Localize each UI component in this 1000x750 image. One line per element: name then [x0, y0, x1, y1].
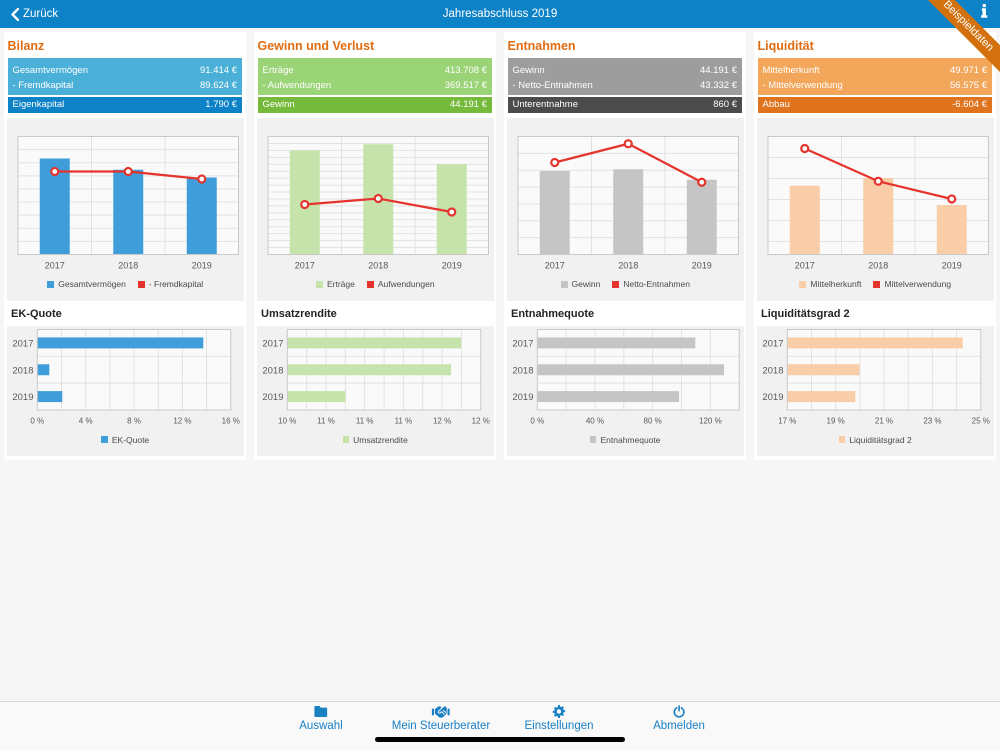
- svg-text:2019: 2019: [691, 260, 711, 270]
- svg-text:2017: 2017: [44, 260, 64, 270]
- svg-text:2019: 2019: [941, 260, 961, 270]
- svg-text:2017: 2017: [12, 338, 33, 349]
- svg-text:19 %: 19 %: [826, 417, 844, 426]
- svg-text:2019: 2019: [762, 392, 783, 403]
- svg-text:2018: 2018: [618, 260, 638, 270]
- svg-text:12 %: 12 %: [173, 417, 191, 426]
- svg-text:2019: 2019: [262, 392, 283, 403]
- svg-text:2018: 2018: [118, 260, 138, 270]
- svg-text:8 %: 8 %: [127, 417, 141, 426]
- svg-text:2019: 2019: [441, 260, 461, 270]
- svg-text:2017: 2017: [294, 260, 314, 270]
- svg-text:2017: 2017: [544, 260, 564, 270]
- svg-text:80 %: 80 %: [643, 417, 661, 426]
- svg-text:16 %: 16 %: [221, 417, 239, 426]
- svg-text:11 %: 11 %: [394, 417, 412, 426]
- svg-text:2019: 2019: [191, 260, 211, 270]
- svg-text:11 %: 11 %: [317, 417, 335, 426]
- svg-text:12 %: 12 %: [471, 417, 489, 426]
- svg-text:2019: 2019: [512, 392, 533, 403]
- svg-text:25 %: 25 %: [971, 417, 989, 426]
- svg-text:2017: 2017: [762, 338, 783, 349]
- svg-text:2018: 2018: [262, 365, 283, 376]
- svg-text:2018: 2018: [368, 260, 388, 270]
- svg-text:11 %: 11 %: [355, 417, 373, 426]
- svg-text:2018: 2018: [512, 365, 533, 376]
- svg-text:23 %: 23 %: [923, 417, 941, 426]
- svg-text:120 %: 120 %: [699, 417, 722, 426]
- svg-text:0 %: 0 %: [530, 417, 544, 426]
- svg-text:2019: 2019: [12, 392, 33, 403]
- svg-text:2017: 2017: [512, 338, 533, 349]
- svg-text:4 %: 4 %: [78, 417, 92, 426]
- svg-text:2017: 2017: [262, 338, 283, 349]
- svg-text:21 %: 21 %: [874, 417, 892, 426]
- svg-text:2018: 2018: [12, 365, 33, 376]
- svg-text:12 %: 12 %: [432, 417, 450, 426]
- svg-text:0 %: 0 %: [30, 417, 44, 426]
- svg-text:17 %: 17 %: [778, 417, 796, 426]
- svg-text:10 %: 10 %: [278, 417, 296, 426]
- svg-text:2017: 2017: [794, 260, 814, 270]
- svg-text:2018: 2018: [868, 260, 888, 270]
- svg-text:2018: 2018: [762, 365, 783, 376]
- svg-text:40 %: 40 %: [585, 417, 603, 426]
